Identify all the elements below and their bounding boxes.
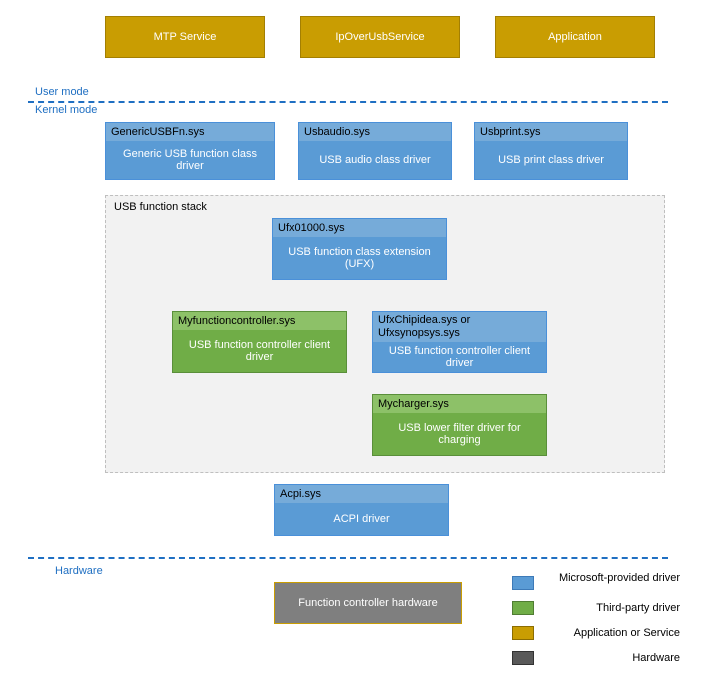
kernel-mode-label: Kernel mode: [35, 104, 97, 116]
application-label: Application: [496, 17, 654, 57]
legend-hw-label: Hardware: [545, 652, 680, 664]
acpi-box: Acpi.sys ACPI driver: [274, 484, 449, 536]
ufx-body: USB function class extension (UFX): [273, 237, 446, 279]
usbprint-body: USB print class driver: [475, 141, 627, 179]
acpi-body: ACPI driver: [275, 503, 448, 535]
ufx-title: Ufx01000.sys: [273, 219, 446, 237]
generic-usbfn-title: GenericUSBFn.sys: [106, 123, 274, 141]
mycharger-body: USB lower filter driver for charging: [373, 413, 546, 455]
function-controller-hardware-label: Function controller hardware: [298, 597, 437, 609]
ufxchipidea-box: UfxChipidea.sys or Ufxsynopsys.sys USB f…: [372, 311, 547, 373]
acpi-title: Acpi.sys: [275, 485, 448, 503]
hardware-label: Hardware: [55, 565, 103, 577]
mycharger-title: Mycharger.sys: [373, 395, 546, 413]
user-mode-label: User mode: [35, 86, 89, 98]
ufxchipidea-title: UfxChipidea.sys or Ufxsynopsys.sys: [373, 312, 546, 342]
usbaudio-title: Usbaudio.sys: [299, 123, 451, 141]
usbprint-box: Usbprint.sys USB print class driver: [474, 122, 628, 180]
ufx-box: Ufx01000.sys USB function class extensio…: [272, 218, 447, 280]
myfunctioncontroller-title: Myfunctioncontroller.sys: [173, 312, 346, 330]
myfunctioncontroller-box: Myfunctioncontroller.sys USB function co…: [172, 311, 347, 373]
legend-swatch-hw: [512, 651, 534, 665]
legend-ms-label: Microsoft-provided driver: [545, 572, 680, 584]
usbprint-title: Usbprint.sys: [475, 123, 627, 141]
ipoverusb-box: IpOverUsbService: [300, 16, 460, 58]
mtp-service-box: MTP Service: [105, 16, 265, 58]
mtp-service-label: MTP Service: [106, 17, 264, 57]
stack-label: USB function stack: [114, 201, 207, 213]
function-controller-hardware-box: Function controller hardware: [274, 582, 462, 624]
mycharger-box: Mycharger.sys USB lower filter driver fo…: [372, 394, 547, 456]
legend-app-label: Application or Service: [545, 627, 680, 639]
legend-third-label: Third-party driver: [545, 602, 680, 614]
legend-swatch-app: [512, 626, 534, 640]
usbaudio-body: USB audio class driver: [299, 141, 451, 179]
generic-usbfn-box: GenericUSBFn.sys Generic USB function cl…: [105, 122, 275, 180]
hardware-divider: [28, 557, 668, 559]
ufxchipidea-body: USB function controller client driver: [373, 342, 546, 372]
mode-divider: [28, 101, 668, 103]
legend-swatch-ms: [512, 576, 534, 590]
ipoverusb-label: IpOverUsbService: [301, 17, 459, 57]
application-box: Application: [495, 16, 655, 58]
usbaudio-box: Usbaudio.sys USB audio class driver: [298, 122, 452, 180]
myfunctioncontroller-body: USB function controller client driver: [173, 330, 346, 372]
legend-swatch-third: [512, 601, 534, 615]
generic-usbfn-body: Generic USB function class driver: [106, 141, 274, 179]
